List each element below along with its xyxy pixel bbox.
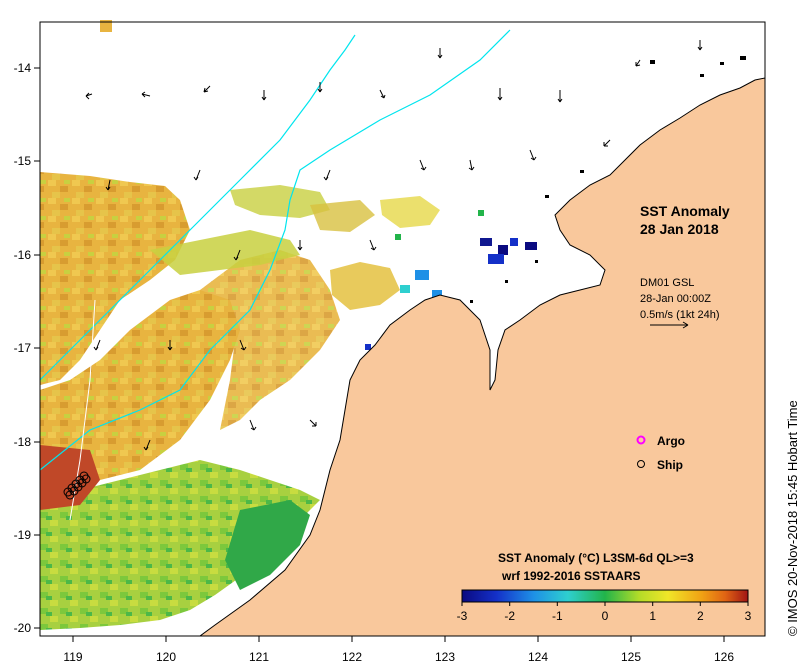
y-tick-label: -14 xyxy=(14,61,32,75)
colorbar-gradient xyxy=(461,589,749,603)
isobath-lines xyxy=(39,29,511,471)
x-tick-label: 126 xyxy=(714,650,734,664)
land-mass xyxy=(198,22,766,637)
x-tick-label: 124 xyxy=(528,650,548,664)
x-tick-label: 125 xyxy=(621,650,641,664)
colorbar-title-1: SST Anomaly (°C) L3SM-6d QL>=3 xyxy=(498,551,694,565)
colorbar-tick-label: 3 xyxy=(745,609,752,623)
current-label-2: 28-Jan 00:00Z xyxy=(640,293,711,305)
y-axis xyxy=(34,67,40,629)
imos-credit: © IMOS 20-Nov-2018 15:45 Hobart Time xyxy=(785,400,800,636)
y-tick-label: -18 xyxy=(14,435,32,449)
x-tick-label: 123 xyxy=(435,650,455,664)
x-tick-label: 120 xyxy=(156,650,176,664)
ship-marker-icon xyxy=(637,460,645,468)
colorbar: SST Anomaly (°C) L3SM-6d QL>=3 wrf 1992-… xyxy=(457,551,752,623)
x-axis xyxy=(72,636,725,642)
current-arrows xyxy=(85,40,703,451)
plot-frame xyxy=(39,21,766,637)
current-label-1: DM01 GSL xyxy=(640,277,694,289)
current-scale-arrow xyxy=(650,321,689,329)
colorbar-tick-label: 0 xyxy=(602,609,609,623)
colorbar-tick-label: -2 xyxy=(504,609,515,623)
legend: Argo Ship xyxy=(636,434,685,472)
map-title-line1: SST Anomaly xyxy=(640,203,730,219)
current-label-3: 0.5m/s (1kt 24h) xyxy=(640,309,719,321)
argo-marker-icon xyxy=(636,435,646,445)
y-tick-label: -20 xyxy=(14,621,32,635)
island-dots xyxy=(470,56,746,303)
colorbar-tick-label: -1 xyxy=(552,609,563,623)
ship-track xyxy=(63,471,91,500)
y-tick-label: -16 xyxy=(14,248,32,262)
y-tick-labels: -14 -15 -16 -17 -18 -19 -20 xyxy=(14,61,32,635)
colorbar-tick-label: -3 xyxy=(457,609,468,623)
map-title-line2: 28 Jan 2018 xyxy=(640,221,719,237)
x-tick-label: 122 xyxy=(342,650,362,664)
y-tick-label: -17 xyxy=(14,341,32,355)
y-tick-label: -19 xyxy=(14,528,32,542)
x-tick-label: 121 xyxy=(249,650,269,664)
colorbar-tick-label: 2 xyxy=(697,609,704,623)
x-tick-label: 119 xyxy=(63,650,82,664)
x-tick-labels: 119 120 121 122 123 124 125 126 xyxy=(63,650,734,664)
legend-argo-label: Argo xyxy=(657,434,685,448)
colorbar-title-2: wrf 1992-2016 SSTAARS xyxy=(501,569,641,583)
sst-data-field xyxy=(40,20,440,630)
legend-ship-label: Ship xyxy=(657,458,683,472)
y-tick-label: -15 xyxy=(14,154,32,168)
colorbar-tick-label: 1 xyxy=(649,609,656,623)
